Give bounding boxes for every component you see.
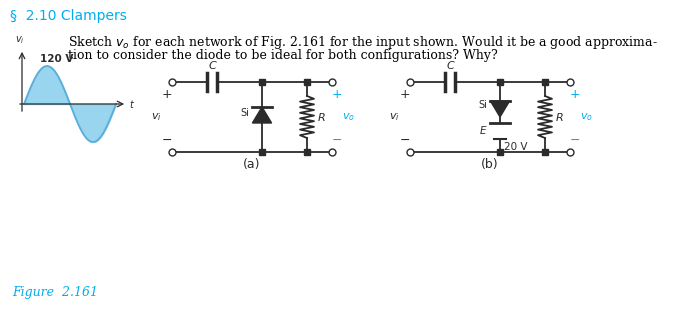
Text: (a): (a) (244, 158, 261, 171)
Text: +: + (332, 88, 343, 100)
Text: $R$: $R$ (317, 111, 325, 123)
Text: Si: Si (241, 108, 249, 118)
Text: +: + (400, 88, 410, 100)
Text: C: C (208, 61, 216, 71)
Text: $v_i$: $v_i$ (15, 34, 25, 46)
Text: $t$: $t$ (129, 98, 135, 110)
Text: Si: Si (479, 100, 487, 110)
Text: −: − (332, 133, 342, 146)
Text: −: − (570, 133, 580, 146)
Text: −: − (400, 133, 410, 146)
Text: $v_i$: $v_i$ (389, 111, 399, 123)
Text: 20 V: 20 V (504, 142, 528, 152)
Text: $v_o$: $v_o$ (579, 111, 592, 123)
Text: tion to consider the diode to be ideal for both configurations? Why?: tion to consider the diode to be ideal f… (68, 49, 497, 62)
Text: $R$: $R$ (555, 111, 563, 123)
Text: E: E (480, 126, 486, 136)
Text: $v_o$: $v_o$ (341, 111, 354, 123)
Text: +: + (570, 88, 580, 100)
Polygon shape (252, 107, 272, 123)
Text: +: + (162, 88, 172, 100)
Text: 120 V: 120 V (40, 54, 74, 64)
Text: −: − (162, 133, 172, 146)
Text: (b): (b) (481, 158, 499, 171)
Text: $v_i$: $v_i$ (151, 111, 162, 123)
Text: C: C (446, 61, 454, 71)
Polygon shape (491, 101, 510, 117)
Text: §  2.10 Clampers: § 2.10 Clampers (10, 9, 127, 23)
Text: Figure  2.161: Figure 2.161 (12, 286, 98, 299)
Text: Sketch $v_o$ for each network of Fig. 2.161 for the input shown. Would it be a g: Sketch $v_o$ for each network of Fig. 2.… (68, 34, 658, 51)
